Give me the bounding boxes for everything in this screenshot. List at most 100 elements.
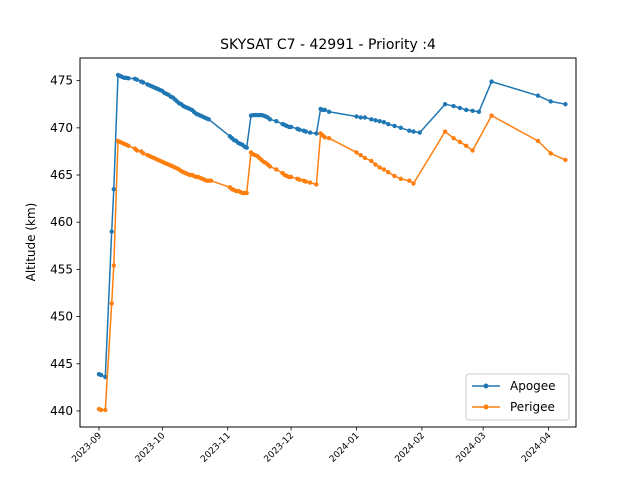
data-point-perigee xyxy=(470,148,475,153)
data-point-apogee xyxy=(407,128,412,133)
data-point-perigee xyxy=(386,170,391,175)
data-point-apogee xyxy=(386,121,391,127)
data-point-perigee xyxy=(109,301,114,306)
data-point-perigee xyxy=(307,180,313,185)
chart-title: SKYSAT C7 - 42991 - Priority :4 xyxy=(220,37,436,53)
data-point-perigee xyxy=(288,174,294,180)
series-apogee xyxy=(96,72,568,380)
data-point-apogee xyxy=(362,115,368,120)
data-point-apogee xyxy=(373,118,378,123)
y-tick-label: 460 xyxy=(50,215,73,229)
data-point-apogee xyxy=(314,131,319,136)
data-point-perigee xyxy=(111,263,117,268)
data-point-apogee xyxy=(297,127,302,132)
data-point-apogee xyxy=(392,123,397,129)
data-point-apogee xyxy=(267,117,273,122)
data-point-apogee xyxy=(369,117,374,122)
data-point-perigee xyxy=(377,165,382,170)
data-point-apogee xyxy=(111,187,117,192)
legend-label: Apogee xyxy=(510,379,556,393)
data-point-perigee xyxy=(358,153,363,158)
data-point-apogee xyxy=(244,145,249,150)
data-point-perigee xyxy=(297,177,302,182)
data-point-perigee xyxy=(303,179,308,184)
data-point-apogee xyxy=(457,105,463,111)
legend: Apogee Perigee xyxy=(465,373,570,421)
data-point-apogee xyxy=(103,374,108,380)
data-point-perigee xyxy=(563,157,568,163)
data-point-perigee xyxy=(354,150,359,155)
y-tick-label: 440 xyxy=(50,404,73,418)
data-point-perigee xyxy=(126,143,131,148)
y-tick-label: 465 xyxy=(50,168,73,182)
data-point-apogee xyxy=(303,129,308,134)
data-point-apogee xyxy=(535,93,541,98)
y-tick-label: 455 xyxy=(50,262,73,276)
data-point-apogee xyxy=(358,115,363,120)
data-point-perigee xyxy=(535,138,541,144)
y-tick-label: 450 xyxy=(50,310,73,324)
data-point-perigee xyxy=(98,407,104,413)
data-point-perigee xyxy=(457,139,463,145)
data-point-apogee xyxy=(464,107,469,113)
legend-item-apogee: Apogee xyxy=(472,379,556,393)
data-point-perigee xyxy=(322,135,327,140)
data-point-apogee xyxy=(326,109,332,115)
data-point-apogee xyxy=(451,103,456,109)
data-point-perigee xyxy=(381,167,387,172)
data-point-apogee xyxy=(398,125,403,130)
legend-swatch-marker xyxy=(483,404,489,410)
data-point-perigee xyxy=(489,113,494,118)
y-tick-label: 470 xyxy=(50,121,73,135)
axes-frame xyxy=(79,57,577,428)
data-point-perigee xyxy=(141,151,146,156)
data-point-perigee xyxy=(362,155,368,161)
data-point-apogee xyxy=(141,80,146,85)
data-point-perigee xyxy=(442,129,448,134)
data-point-perigee xyxy=(274,167,279,172)
data-point-apogee xyxy=(109,229,114,234)
legend-label: Perigee xyxy=(510,400,555,414)
data-point-apogee xyxy=(563,102,568,107)
data-point-apogee xyxy=(476,109,482,115)
data-point-apogee xyxy=(126,76,131,81)
data-point-apogee xyxy=(307,130,313,135)
data-point-apogee xyxy=(322,107,327,113)
data-point-perigee xyxy=(326,136,332,141)
data-point-perigee xyxy=(548,151,553,156)
plot-series xyxy=(96,72,568,413)
data-point-apogee xyxy=(470,108,475,114)
data-point-perigee xyxy=(398,176,403,181)
data-point-perigee xyxy=(244,190,249,196)
data-point-apogee xyxy=(354,114,359,119)
data-point-perigee xyxy=(411,181,416,186)
data-point-perigee xyxy=(103,407,108,413)
data-point-perigee xyxy=(373,162,378,167)
data-point-apogee xyxy=(288,124,294,130)
data-point-perigee xyxy=(369,158,374,164)
data-point-apogee xyxy=(377,119,382,124)
data-point-perigee xyxy=(134,148,140,153)
y-tick-label: 445 xyxy=(50,357,73,371)
legend-swatch-marker xyxy=(483,383,489,389)
legend-item-perigee: Perigee xyxy=(472,400,555,414)
series-perigee xyxy=(96,113,568,413)
data-point-perigee xyxy=(314,182,319,187)
data-point-apogee xyxy=(411,129,416,134)
data-point-apogee xyxy=(442,102,448,107)
data-point-apogee xyxy=(381,120,387,125)
data-point-apogee xyxy=(548,99,553,104)
y-axis-ticks: 440 445 450 455 460 465 470 475 xyxy=(50,74,80,418)
data-point-apogee xyxy=(417,130,422,135)
data-point-perigee xyxy=(392,173,397,179)
data-point-apogee xyxy=(489,79,494,84)
data-point-perigee xyxy=(267,164,273,169)
data-point-perigee xyxy=(464,143,469,148)
y-tick-label: 475 xyxy=(50,74,73,88)
data-point-perigee xyxy=(451,136,456,141)
data-point-apogee xyxy=(134,77,140,82)
data-point-perigee xyxy=(407,178,412,183)
data-point-perigee xyxy=(208,178,214,183)
y-axis-label: Altitude (km) xyxy=(24,203,38,282)
